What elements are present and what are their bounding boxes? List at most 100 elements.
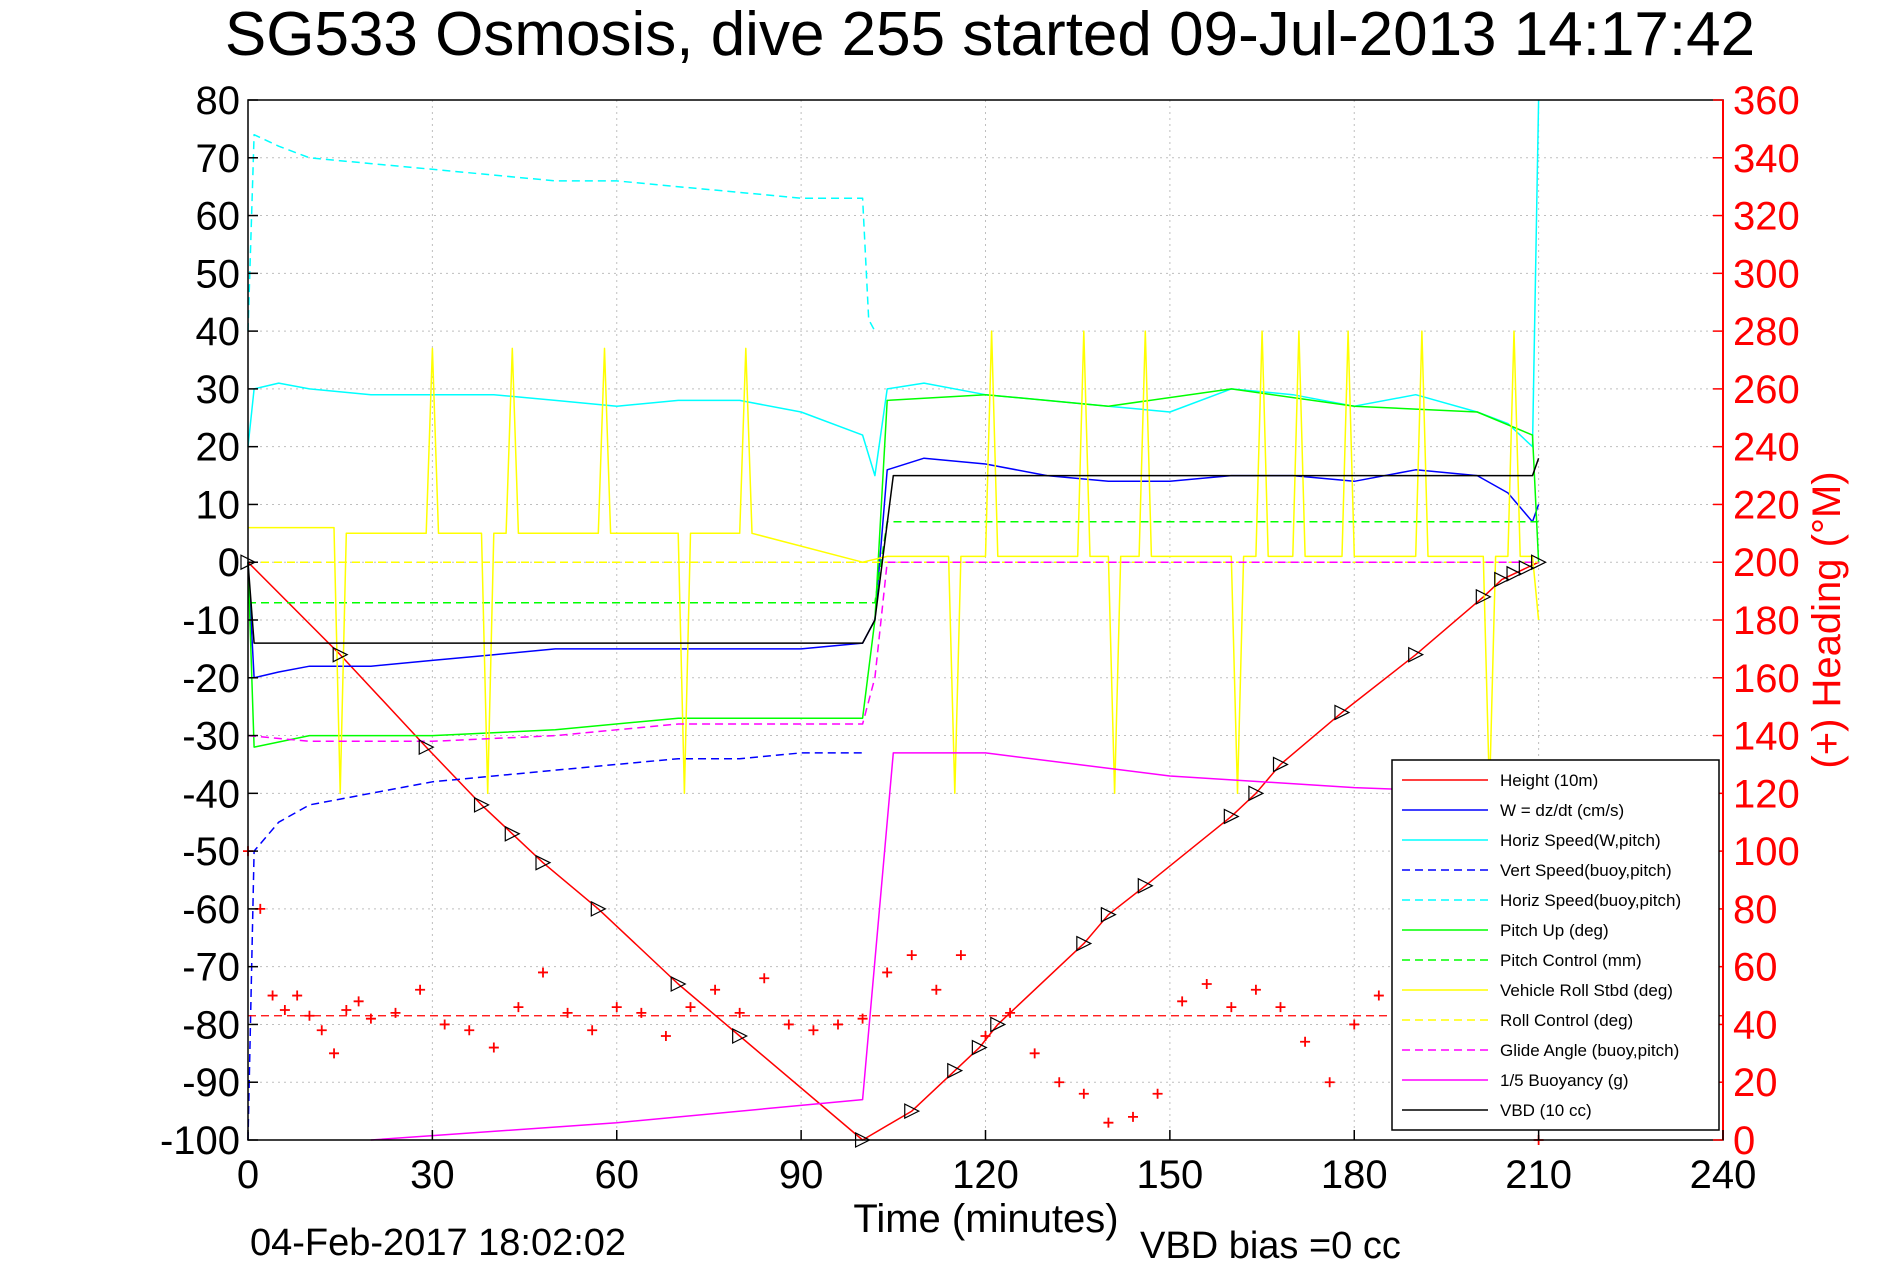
height-marker	[971, 1039, 988, 1056]
height-marker	[1100, 906, 1117, 923]
y-tick-label: 60	[196, 195, 241, 239]
heading-marker	[304, 1010, 315, 1021]
height-marker	[1223, 808, 1240, 825]
y2-tick-label: 360	[1733, 79, 1800, 123]
y2-tick-label: 60	[1733, 946, 1778, 990]
heading-marker	[1300, 1036, 1311, 1047]
legend-entry: Roll Control (deg)	[1500, 1011, 1633, 1030]
height-marker	[418, 739, 435, 756]
heading-marker	[857, 1013, 868, 1024]
height-marker	[904, 1103, 921, 1120]
x-tick-label: 150	[1137, 1153, 1204, 1197]
heading-marker	[587, 1025, 598, 1036]
legend-entry: 1/5 Buoyancy (g)	[1500, 1071, 1629, 1090]
y2-tick-label: 80	[1733, 888, 1778, 932]
y-tick-label: -80	[182, 1003, 240, 1047]
heading-marker	[980, 1031, 991, 1041]
y2-tick-label: 280	[1733, 310, 1800, 354]
y2-tick-label: 20	[1733, 1061, 1778, 1105]
heading-marker	[685, 1002, 696, 1013]
x-tick-label: 60	[595, 1153, 640, 1197]
y-tick-label: 50	[196, 252, 241, 296]
y-tick-label: -40	[182, 772, 240, 816]
height-marker	[1137, 877, 1154, 894]
heading-marker	[439, 1019, 450, 1030]
x-axis: 0 30 60 90 120 150 180 210 240	[237, 1130, 1757, 1197]
series-line-vbd-10-cc	[247, 457, 1540, 644]
heading-marker	[538, 967, 548, 978]
y-tick-label: 20	[196, 426, 241, 470]
x-tick-label: 180	[1321, 1153, 1388, 1197]
series-line-vehicle-roll-stbd-deg	[248, 330, 1540, 795]
left-y-axis: 80 70 60 50 40 30 20 10 0 -10 -20 -30 -40 -50 -60 -70 -8…	[160, 79, 258, 1163]
date-annotation: 04-Feb-2017 18:02:02	[250, 1222, 626, 1262]
y2-tick-label: 0	[1733, 1119, 1755, 1163]
y2-tick-label: 260	[1733, 368, 1800, 412]
y-tick-label: -10	[182, 599, 240, 643]
heading-marker	[353, 996, 364, 1007]
heading-marker	[1128, 1111, 1138, 1122]
y2-tick-label: 320	[1733, 195, 1800, 239]
height-marker	[473, 796, 490, 813]
heading-marker	[513, 1002, 524, 1013]
y-tick-label: -50	[182, 830, 240, 874]
y-tick-label: 40	[196, 310, 241, 354]
heading-marker	[1103, 1117, 1114, 1128]
legend-entry: Vert Speed(buoy,pitch)	[1500, 861, 1672, 880]
y-tick-label: 0	[218, 541, 240, 585]
x-tick-label: 30	[410, 1153, 455, 1197]
heading-marker	[1005, 1007, 1016, 1018]
y2-tick-label: 200	[1733, 541, 1800, 585]
y-tick-label: -60	[182, 888, 240, 932]
legend-entry: Glide Angle (buoy,pitch)	[1500, 1041, 1679, 1060]
heading-marker	[611, 1002, 622, 1013]
series-line-vert-speed-buoy-pitch	[247, 752, 863, 1141]
heading-marker	[390, 1007, 401, 1018]
legend-entry: VBD (10 cc)	[1500, 1101, 1592, 1120]
y-tick-label: -20	[182, 657, 240, 701]
heading-marker	[316, 1025, 327, 1036]
heading-marker	[1226, 1002, 1237, 1013]
height-marker	[1506, 565, 1523, 582]
x-tick-label: 240	[1690, 1153, 1757, 1197]
heading-marker	[1152, 1088, 1163, 1099]
series-line-horiz-speed-w-pitch	[247, 99, 1540, 477]
height-marker	[1076, 935, 1093, 952]
legend-entry: Pitch Up (deg)	[1500, 921, 1609, 940]
heading-marker	[329, 1048, 340, 1059]
heading-marker	[1349, 1019, 1360, 1030]
heading-marker	[906, 950, 917, 961]
right-y-axis: 3603403203002802602402202001801601401201…	[1713, 79, 1800, 1163]
heading-marker	[1250, 984, 1261, 995]
x-tick-label: 210	[1505, 1153, 1572, 1197]
height-marker	[1248, 785, 1265, 802]
heading-marker	[783, 1019, 794, 1030]
height-marker	[732, 1028, 749, 1044]
heading-marker	[279, 1005, 290, 1015]
heading-marker	[1373, 990, 1384, 1001]
legend-entry: Horiz Speed(W,pitch)	[1500, 831, 1661, 850]
series-line-pitch-control-mm	[248, 521, 1539, 604]
y2-tick-label: 240	[1733, 426, 1800, 470]
y-tick-label: 10	[196, 483, 241, 527]
y2-tick-label: 180	[1733, 599, 1800, 643]
height-marker	[1334, 704, 1351, 721]
y-tick-label: -90	[182, 1061, 240, 1105]
heading-marker	[734, 1007, 745, 1018]
heading-marker	[464, 1025, 475, 1036]
height-marker	[535, 854, 552, 871]
series-line-glide-angle-buoy-pitch	[247, 561, 1539, 743]
legend-entry: W = dz/dt (cm/s)	[1500, 801, 1624, 820]
height-marker	[1475, 588, 1492, 605]
series-line-1-5-buoyancy-g	[370, 752, 1508, 1141]
heading-marker	[1029, 1048, 1040, 1059]
right-y-axis-label: (+) Heading (°M)	[1805, 471, 1849, 768]
height-marker	[504, 825, 521, 842]
heading-marker	[415, 984, 426, 995]
heading-marker	[931, 984, 942, 995]
height-marker	[947, 1062, 964, 1079]
legend: Height (10m) W = dz/dt (cm/s) Horiz Speed(…	[1391, 759, 1720, 1131]
legend-entry: Height (10m)	[1500, 771, 1598, 790]
heading-marker	[660, 1031, 671, 1041]
